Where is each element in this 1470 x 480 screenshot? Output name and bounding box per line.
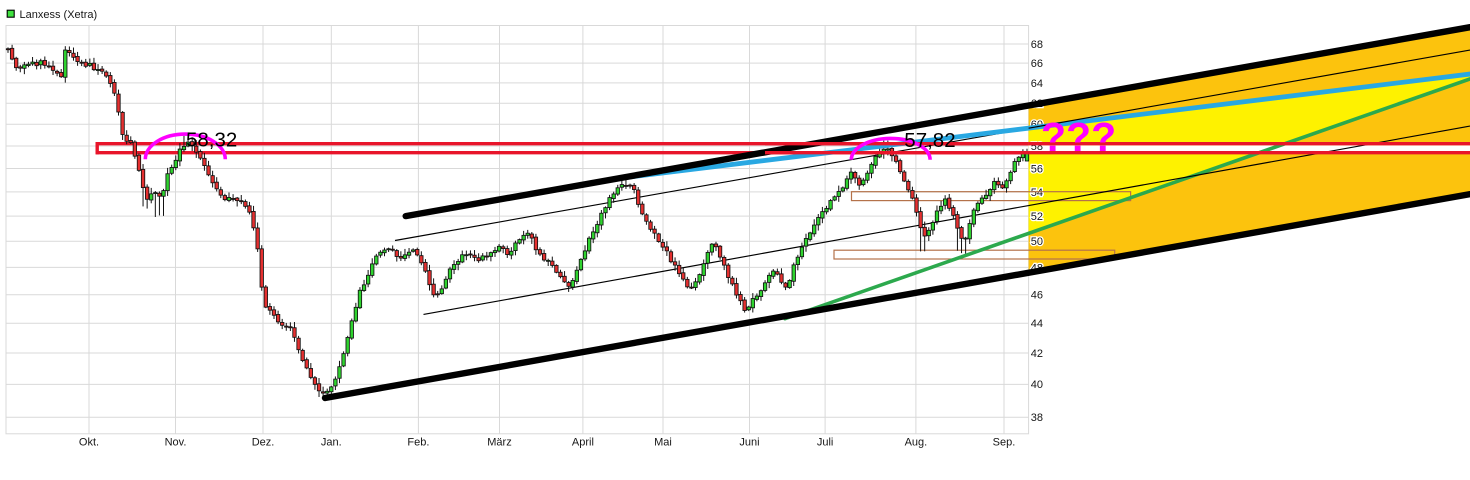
svg-text:Mai: Mai — [654, 437, 672, 449]
svg-text:Feb.: Feb. — [407, 437, 429, 449]
svg-text:38: 38 — [1031, 412, 1043, 424]
svg-text:42: 42 — [1031, 348, 1043, 360]
svg-text:58,32: 58,32 — [186, 129, 237, 152]
svg-text:57,82: 57,82 — [904, 129, 955, 152]
svg-text:Juli: Juli — [817, 437, 834, 449]
svg-text:Aug.: Aug. — [905, 437, 928, 449]
svg-text:Juni: Juni — [739, 437, 759, 449]
svg-text:Lanxess (Xetra): Lanxess (Xetra) — [20, 9, 98, 21]
svg-text:44: 44 — [1031, 318, 1043, 330]
svg-text:Nov.: Nov. — [165, 437, 187, 449]
svg-text:Jan.: Jan. — [321, 437, 342, 449]
svg-text:56: 56 — [1031, 163, 1043, 175]
svg-text:März: März — [487, 437, 511, 449]
svg-text:40: 40 — [1031, 379, 1043, 391]
svg-text:Sep.: Sep. — [993, 437, 1016, 449]
svg-text:Okt.: Okt. — [79, 437, 99, 449]
svg-text:???: ??? — [1041, 114, 1116, 160]
svg-text:April: April — [572, 437, 594, 449]
svg-text:54: 54 — [1031, 187, 1043, 199]
svg-text:50: 50 — [1031, 236, 1043, 248]
svg-text:64: 64 — [1031, 78, 1043, 90]
svg-text:52: 52 — [1031, 211, 1043, 223]
svg-text:46: 46 — [1031, 290, 1043, 302]
svg-text:66: 66 — [1031, 58, 1043, 70]
svg-text:68: 68 — [1031, 39, 1043, 51]
svg-text:Dez.: Dez. — [252, 437, 275, 449]
